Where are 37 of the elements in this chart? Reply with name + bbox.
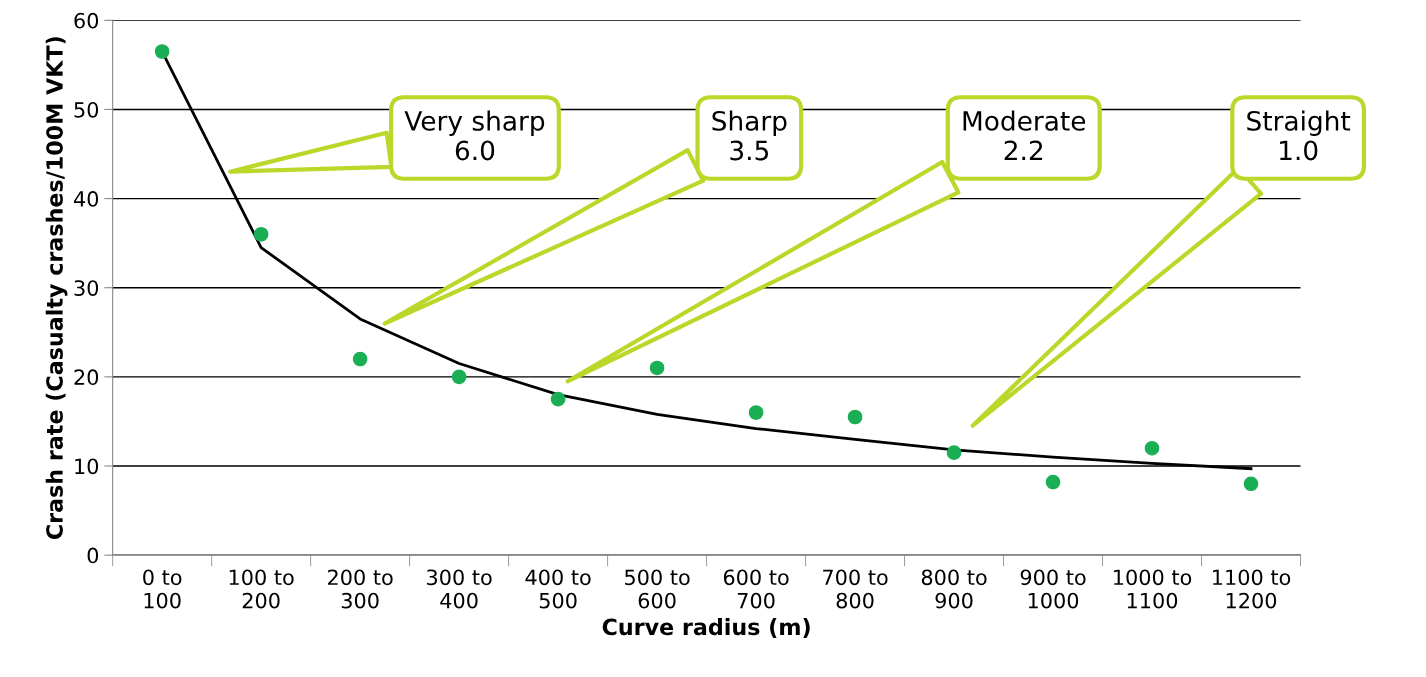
x-tick-label: 1100 to 1200	[1213, 569, 1291, 609]
y-tick-label: 60	[74, 12, 99, 29]
annotation: Moderate 2.2	[963, 110, 1086, 161]
y-tick-label: 40	[73, 191, 99, 207]
x-tick-label: 200 to 300	[328, 569, 393, 609]
x-tick-label: 800 to 900	[921, 569, 987, 609]
x-tick-label: 100 to 200	[229, 569, 294, 609]
x-tick-label: 0 to 100	[143, 569, 182, 609]
point	[451, 369, 467, 385]
point	[154, 44, 170, 59]
x-tick-label: 500 to 600	[625, 569, 690, 609]
y-tick-label: 10	[75, 458, 99, 475]
point	[253, 226, 269, 242]
y-tick-label: 50	[74, 101, 99, 118]
x-tick-label: 600 to 700	[723, 569, 789, 609]
point	[748, 405, 764, 420]
x-tick-label: 400 to 500	[525, 569, 591, 609]
point	[1045, 474, 1061, 490]
x-tick-label: 300 to 400	[427, 569, 492, 609]
y-tick-label: 0	[87, 547, 99, 564]
point	[1243, 476, 1259, 492]
point	[847, 409, 863, 425]
x-tick-label: 900 to 1000	[1020, 569, 1086, 609]
annotation: Very sharp 6.0	[404, 110, 545, 161]
point	[1144, 440, 1160, 456]
x-tick-label: 1000 to 1100	[1114, 569, 1192, 609]
annotation: Straight 1.0	[1247, 110, 1351, 161]
point	[352, 351, 368, 367]
point	[550, 391, 566, 407]
point	[946, 445, 962, 460]
point	[649, 360, 665, 376]
y-axis-title: Crash rate (Casualty crashes/100M VKT)	[45, 37, 68, 540]
annotation: Sharp 3.5	[712, 110, 787, 161]
x-axis-title: Curve radius (m)	[602, 618, 810, 638]
x-tick-label: 700 to 800	[823, 569, 888, 609]
y-tick-label: 30	[74, 280, 99, 296]
y-tick-label: 20	[74, 369, 99, 386]
